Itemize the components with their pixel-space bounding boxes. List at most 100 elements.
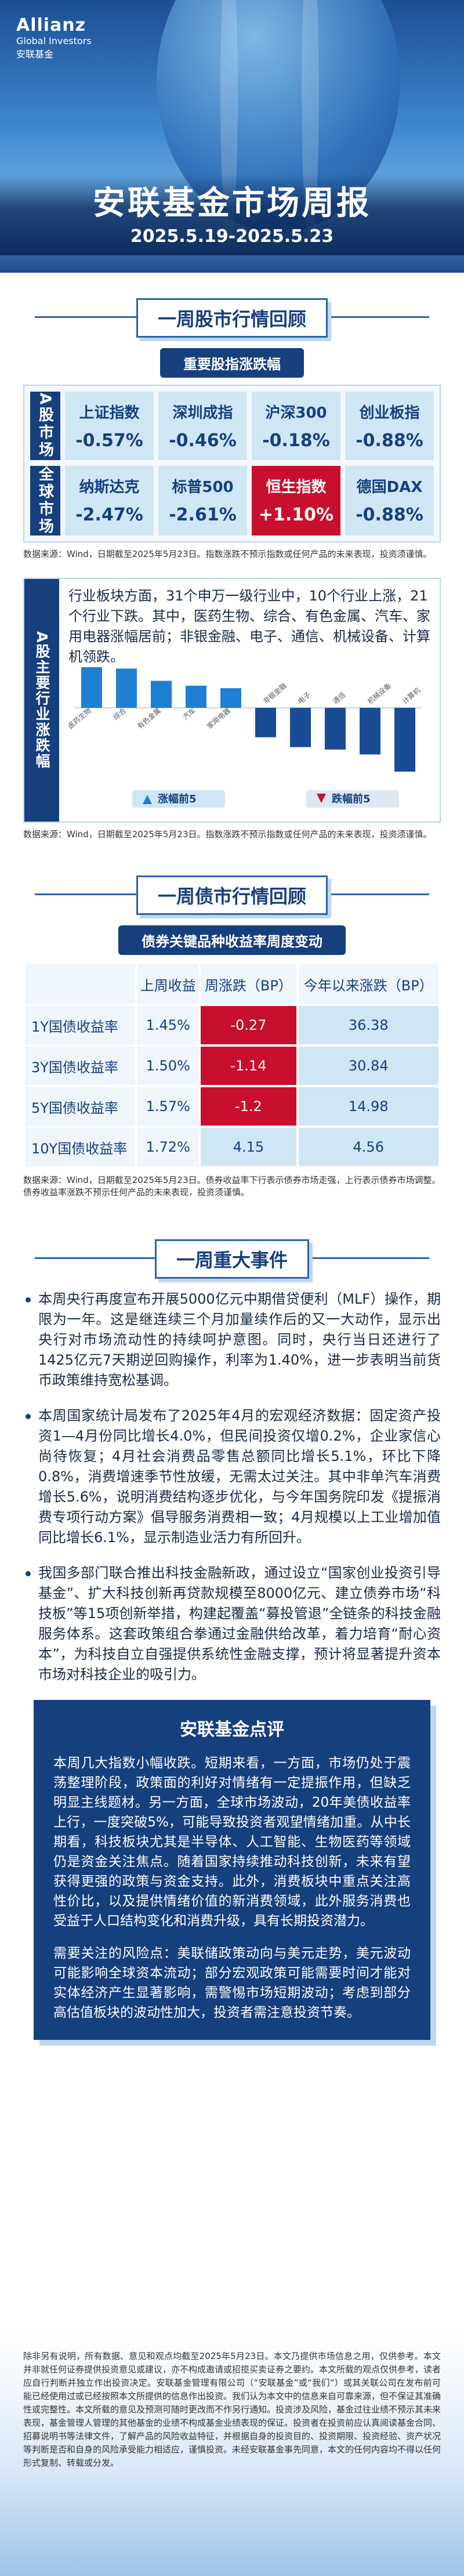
index-cell: 纳斯达克 -2.47%: [65, 466, 154, 536]
index-cell: 恒生指数 +1.10%: [252, 466, 340, 536]
index-change: -0.88%: [356, 505, 423, 525]
index-cell: 上证指数 -0.57%: [65, 392, 154, 460]
logo: Allianz Global Investors 安联基金: [16, 15, 92, 60]
note: 数据来源：Wind，日期截至2025年5月23日。指数涨跌不预示指数或任何产品的…: [23, 829, 432, 840]
bond-name: 1Y国债收益率: [26, 1006, 136, 1044]
index-cell: 沪深300 -0.18%: [252, 392, 340, 460]
bond-row: 3Y国债收益率 1.50% -1.14 30.84: [26, 1047, 438, 1085]
bond-name: 10Y国债收益率: [26, 1128, 136, 1166]
category-label: 综合: [111, 706, 128, 722]
group-label: A股市场: [30, 392, 60, 460]
index-cells: 上证指数 -0.57% 深圳成指 -0.46% 沪深300 -0.18% 创业板指 -0.88…: [60, 392, 434, 460]
index-change: -0.46%: [169, 430, 237, 451]
disclaimer: 除非另有说明，所有数据、意见和观点均截至2025年5月23日。本文乃提供市场信息…: [23, 2351, 441, 2468]
heading-text: 一周债市行情回顾: [136, 875, 328, 915]
bond-ytd: 30.84: [298, 1047, 438, 1085]
category-label: 机械设备: [365, 681, 392, 705]
title: 安联基金市场周报: [93, 184, 371, 222]
brand: Allianz: [16, 15, 86, 35]
bar: [360, 708, 380, 755]
industry-text: 行业板块方面，31个申万一级行业中，10个行业上涨，21个行业下跌。其中，医药生…: [68, 588, 430, 665]
bond-week: -1.14: [201, 1047, 296, 1085]
heading-text: 一周重大事件: [154, 1239, 310, 1279]
review-heading: 安联基金点评: [180, 1720, 284, 1740]
bond-row: 1Y国债收益率 1.45% -0.27 36.38: [26, 1006, 438, 1044]
bar: [151, 681, 172, 708]
bar: [290, 708, 311, 747]
note: 数据来源：Wind，日期截至2025年5月23日。指数涨跌不预示指数或任何产品的…: [23, 549, 432, 559]
section-heading: 一周债市行情回顾: [0, 875, 464, 915]
index-change: +1.10%: [258, 505, 334, 525]
date: 2025.5.19-2025.5.23: [130, 226, 334, 247]
bond-yield: 1.50%: [137, 1047, 199, 1085]
index-cell: 德国DAX -0.88%: [345, 466, 434, 536]
bond-row: 5Y国债收益率 1.57% -1.2 14.98: [26, 1087, 438, 1126]
category-label: 计算机: [400, 686, 422, 706]
index-name: 纳斯达克: [79, 479, 140, 496]
bond-name: 3Y国债收益率: [26, 1047, 136, 1085]
index-name: 上证指数: [79, 404, 140, 422]
event-item: 本周央行再度宣布开展5000亿元中期借贷便利（MLF）操作，期限为一年。这是继连…: [23, 1289, 441, 1391]
index-name: 深圳成指: [172, 404, 233, 422]
index-cell: 深圳成指 -0.46%: [158, 392, 247, 460]
index-change: -0.57%: [75, 430, 143, 451]
bar: [116, 668, 137, 708]
index-change: -0.18%: [262, 430, 330, 451]
index-change: -2.61%: [169, 505, 237, 525]
category-label: 医药生物: [68, 707, 93, 731]
legend-label: 跌幅前5: [332, 793, 371, 805]
bar: [255, 708, 276, 737]
column-header: 今年以来涨跌（BP）: [298, 964, 438, 1004]
column-header: 周涨跌（BP）: [201, 964, 296, 1004]
index-name: 创业板指: [359, 404, 420, 422]
industry-box: A股主要行业涨跌幅 行业板块方面，31个申万一级行业中，10个行业上涨，21个行…: [23, 578, 441, 823]
column-header: 上周收益: [137, 964, 199, 1004]
bond-name: 5Y国债收益率: [26, 1087, 136, 1126]
bar: [394, 708, 415, 772]
corner: [26, 964, 136, 1004]
index-group: A股市场 上证指数 -0.57% 深圳成指 -0.46% 沪深300 -0.18% 创业板指 -…: [30, 392, 434, 460]
events: 本周央行再度宣布开展5000亿元中期借贷便利（MLF）操作，期限为一年。这是继连…: [23, 1289, 441, 1685]
industry-body: 行业板块方面，31个申万一级行业中，10个行业上涨，21个行业下跌。其中，医药生…: [59, 579, 440, 822]
index-group: 全球市场 纳斯达克 -2.47% 标普500 -2.61% 恒生指数 +1.10% 德国DAX…: [30, 466, 434, 536]
bond-ytd: 4.56: [298, 1128, 438, 1166]
group-label: 全球市场: [30, 466, 60, 536]
section-heading: 一周股市行情回顾: [0, 298, 464, 338]
index-change: -0.88%: [356, 430, 423, 451]
category-label: 家用电器: [205, 706, 232, 730]
footer: 除非另有说明，所有数据、意见和观点均截至2025年5月23日。本文乃提供市场信息…: [0, 2332, 464, 2576]
header: Allianz Global Investors 安联基金 安联基金市场周报 2…: [0, 0, 464, 273]
index-cell: 创业板指 -0.88%: [345, 392, 434, 460]
index-panel: A股市场 上证指数 -0.57% 深圳成指 -0.46% 沪深300 -0.18% 创业板指 -…: [23, 385, 441, 542]
bar: [220, 688, 241, 708]
bond-ytd: 14.98: [298, 1087, 438, 1126]
event-item: 我国多部门联合推出科技金融新政，通过设立“国家创业投资引导基金”、扩大科技创新再…: [23, 1563, 441, 1685]
legend-swatch: [306, 790, 399, 808]
index-name: 沪深300: [265, 404, 327, 422]
category-label: 非银金融: [261, 681, 288, 705]
event-item: 本周国家统计局发布了2025年4月的宏观经济数据：固定资产投资1—4月份同比增长…: [23, 1406, 441, 1548]
category-label: 通信: [331, 690, 347, 705]
header-row: 上周收益 周涨跌（BP） 今年以来涨跌（BP）: [26, 964, 438, 1004]
bond-yield: 1.72%: [137, 1128, 199, 1166]
category-label: 电子: [296, 690, 312, 705]
category-label: 汽车: [181, 706, 197, 722]
subheading: 重要股指涨跌幅: [160, 348, 304, 378]
section-heading: 一周重大事件: [0, 1239, 464, 1279]
review-paragraph: 本周几大指数小幅收跌。短期来看，一方面，市场仍处于震荡整理阶段，政策面的利好对情…: [53, 1756, 411, 1929]
bond-ytd: 36.38: [298, 1006, 438, 1044]
industry-label: A股主要行业涨跌幅: [24, 579, 59, 822]
legend-swatch: [132, 790, 225, 808]
index-change: -2.47%: [75, 505, 143, 525]
note: 数据来源：Wind，日期截至2025年5月23日。债券收益率下行表示债券市场走强…: [23, 1175, 441, 1197]
bond-table: 上周收益 周涨跌（BP） 今年以来涨跌（BP） 1Y国债收益率 1.45% -0.27 36…: [23, 962, 441, 1168]
index-cell: 标普500 -2.61%: [158, 466, 247, 536]
bar: [325, 708, 346, 750]
legend-label: 涨幅前5: [158, 793, 197, 805]
legend-arrow: [143, 795, 152, 804]
bond-week: -1.2: [201, 1087, 296, 1126]
brand-sub: Global Investors: [16, 35, 92, 46]
bond-row: 10Y国债收益率 1.72% 4.15 4.56: [26, 1128, 438, 1166]
index-name: 标普500: [172, 479, 234, 496]
